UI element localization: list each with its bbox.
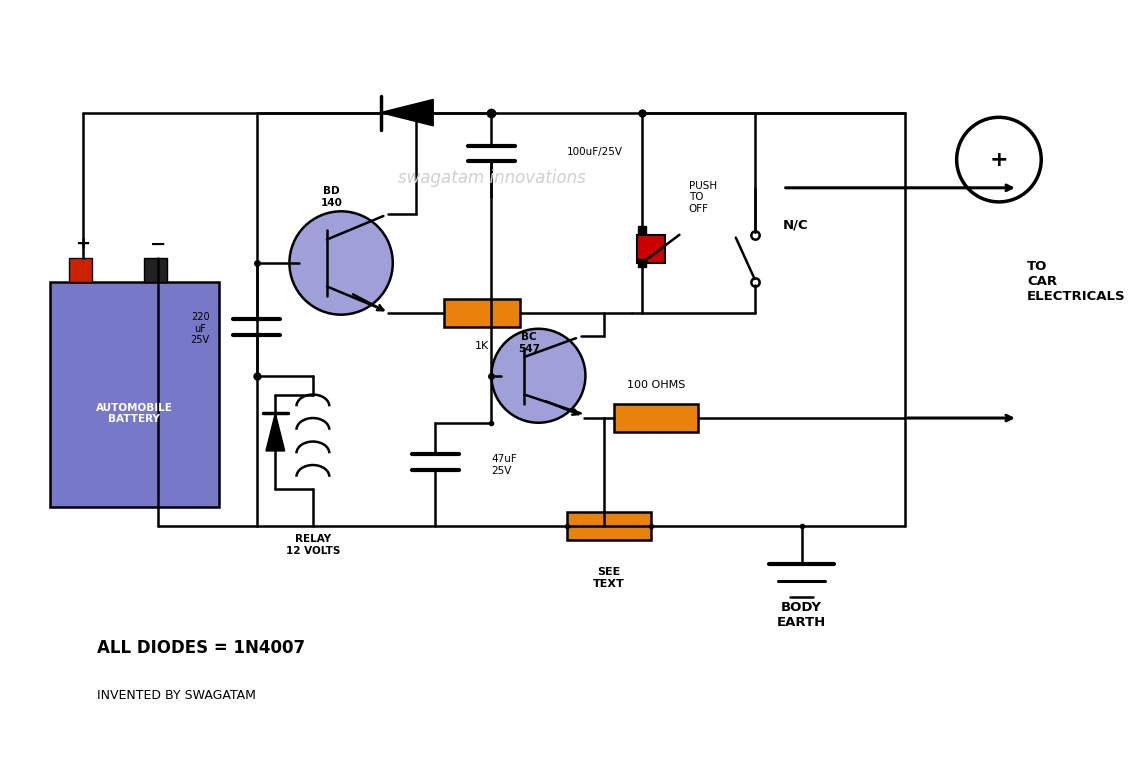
Bar [614,404,698,432]
Text: RELAY
12 VOLTS: RELAY 12 VOLTS [286,534,340,556]
Text: 100 OHMS: 100 OHMS [627,381,685,390]
Text: 100uF/25V: 100uF/25V [566,147,623,157]
Text: BODY
EARTH: BODY EARTH [777,601,826,629]
Text: swagatam innovations: swagatam innovations [398,170,586,188]
Polygon shape [381,99,433,126]
Text: BD
140: BD 140 [321,187,342,208]
Bar [444,298,520,327]
Text: BC
547: BC 547 [518,332,540,353]
Text: +: + [989,150,1008,170]
Bar [637,235,665,263]
Text: N/C: N/C [783,219,809,232]
Circle shape [492,329,586,422]
Text: PUSH
TO
OFF: PUSH TO OFF [689,181,717,214]
Polygon shape [266,413,284,451]
Text: SEE
TEXT: SEE TEXT [593,567,624,588]
Text: 1K: 1K [475,341,489,350]
Text: TO
CAR
ELECTRICALS: TO CAR ELECTRICALS [1028,260,1126,303]
Text: 47uF
25V: 47uF 25V [492,454,517,476]
Text: AUTOMOBILE
BATTERY: AUTOMOBILE BATTERY [96,402,173,424]
Circle shape [289,212,393,315]
Text: +: + [75,235,91,253]
Bar [50,282,219,508]
Text: −: − [150,235,167,253]
Circle shape [956,117,1041,202]
Bar [69,258,92,282]
Text: 220
uF
25V: 220 uF 25V [190,312,210,346]
Bar [566,512,651,540]
Bar [144,258,168,282]
Text: INVENTED BY SWAGATAM: INVENTED BY SWAGATAM [96,689,256,702]
Text: ALL DIODES = 1N4007: ALL DIODES = 1N4007 [96,639,305,657]
